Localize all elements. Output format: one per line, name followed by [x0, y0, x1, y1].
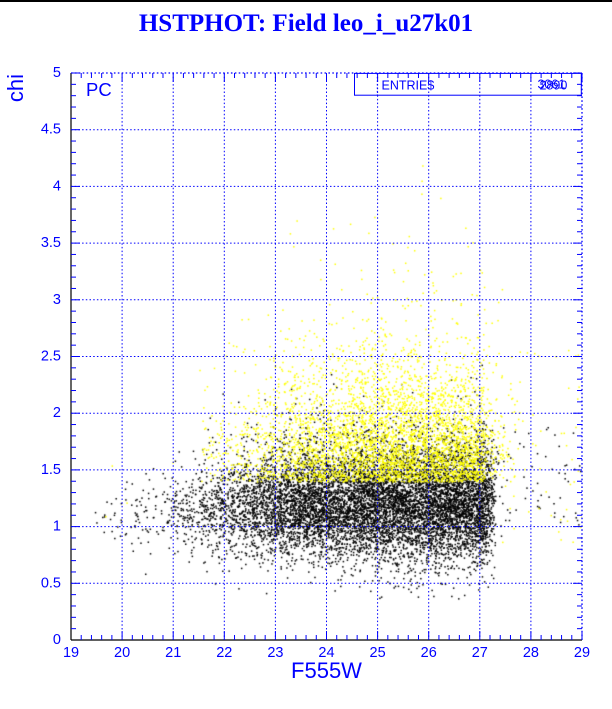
svg-text:PC: PC [86, 79, 112, 100]
svg-text:1.5: 1.5 [41, 462, 61, 478]
svg-text:25: 25 [370, 645, 386, 661]
svg-text:chi: chi [3, 74, 28, 102]
svg-text:F555W: F555W [291, 658, 362, 683]
svg-text:23: 23 [267, 645, 283, 661]
svg-text:3061: 3061 [537, 77, 565, 91]
svg-text:22: 22 [216, 645, 232, 661]
svg-text:26: 26 [421, 645, 437, 661]
svg-text:1: 1 [53, 519, 61, 535]
svg-text:27: 27 [472, 645, 488, 661]
svg-text:19: 19 [63, 645, 79, 661]
svg-text:5: 5 [53, 65, 61, 81]
svg-text:29: 29 [574, 645, 590, 661]
svg-text:0: 0 [53, 632, 61, 648]
svg-text:0.5: 0.5 [41, 575, 61, 591]
svg-text:4.5: 4.5 [41, 122, 61, 138]
svg-text:21: 21 [165, 645, 181, 661]
svg-text:3.5: 3.5 [41, 235, 61, 251]
svg-text:28: 28 [523, 645, 539, 661]
svg-text:4: 4 [53, 178, 61, 194]
svg-text:20: 20 [114, 645, 130, 661]
svg-text:2: 2 [53, 405, 61, 421]
svg-text:ENTRIE$: ENTRIE$ [382, 78, 435, 92]
svg-text:2.5: 2.5 [41, 349, 61, 365]
svg-text:3: 3 [53, 292, 61, 308]
